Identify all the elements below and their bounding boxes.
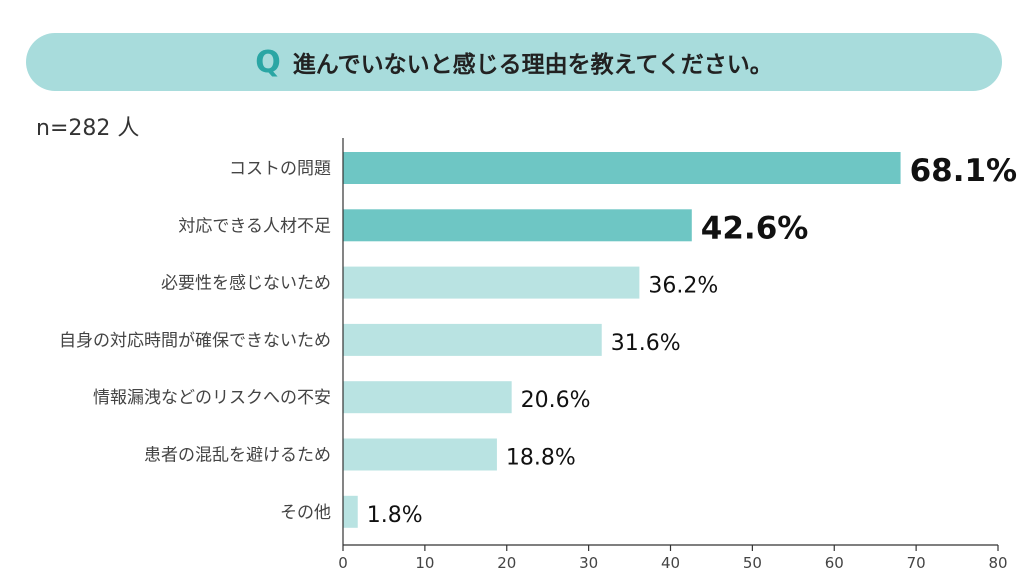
category-label-6: 患者の混乱を避けるため <box>144 446 331 466</box>
value-label-4: 31.6% <box>611 331 681 356</box>
category-label-2: 対応できる人材不足 <box>178 216 331 236</box>
bar-1 <box>343 152 901 184</box>
value-label-5: 20.6% <box>521 388 591 413</box>
category-label-5: 情報漏洩などのリスクへの不安 <box>93 388 331 408</box>
value-label-2: 42.6% <box>701 210 809 246</box>
bar-6 <box>343 438 497 471</box>
value-label-1: 68.1% <box>910 153 1018 189</box>
value-label-7: 1.8% <box>367 503 423 528</box>
bar-4 <box>343 323 602 356</box>
bar-5 <box>343 381 512 414</box>
bar-7 <box>343 495 358 528</box>
category-label-7: その他 <box>280 503 331 523</box>
x-tick-label-60: 60 <box>825 554 844 572</box>
x-tick-label-30: 30 <box>579 554 598 572</box>
question-text: 進んでいないと感じる理由を教えてください。 <box>292 52 773 78</box>
value-label-3: 36.2% <box>648 274 718 299</box>
x-tick-label-10: 10 <box>415 554 434 572</box>
question-banner: Q 進んでいないと感じる理由を教えてください。 <box>26 33 1002 91</box>
x-tick-label-80: 80 <box>988 554 1007 572</box>
category-label-4: 自身の対応時間が確保できないため <box>59 331 331 351</box>
x-tick-label-20: 20 <box>497 554 516 572</box>
x-tick-label-50: 50 <box>743 554 762 572</box>
x-tick-label-40: 40 <box>661 554 680 572</box>
x-tick-label-70: 70 <box>907 554 926 572</box>
sample-size-label: n=282 人 <box>36 116 140 141</box>
bar-2 <box>343 209 692 242</box>
question-q-mark: Q <box>255 44 281 80</box>
bar-3 <box>343 266 640 299</box>
value-label-6: 18.8% <box>506 446 576 471</box>
category-label-3: 必要性を感じないため <box>161 274 331 294</box>
category-label-1: コストの問題 <box>229 159 331 179</box>
x-tick-label-0: 0 <box>338 554 348 572</box>
